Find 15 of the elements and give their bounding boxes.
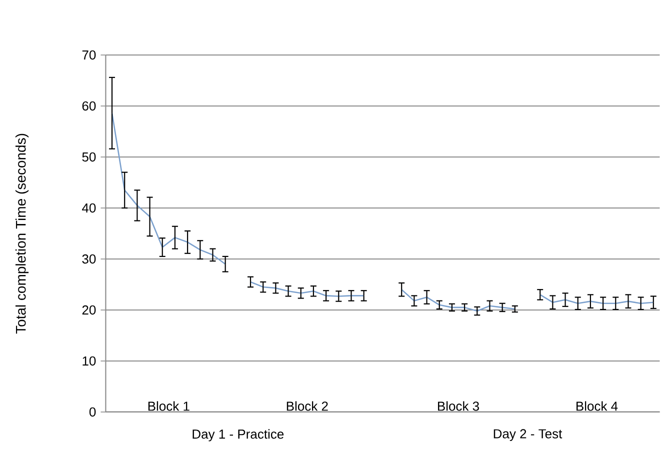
- y-tick-label: 70: [82, 50, 96, 60]
- annotation: Block 3: [438, 401, 479, 411]
- y-tick-label: 30: [82, 254, 96, 264]
- text: Day 1 - Practice: [192, 429, 284, 442]
- y-tick-label: 10: [82, 356, 96, 366]
- y-tick-label: 20: [82, 305, 96, 315]
- annotation: Block 2: [286, 401, 328, 411]
- y-axis-title: Total completion Time (seconds): [15, 134, 29, 334]
- y-tick-label: 0: [89, 407, 96, 417]
- y-tick-label: 60: [82, 101, 96, 111]
- annotation: Block 4: [576, 401, 618, 411]
- y-tick-label: 40: [82, 203, 96, 213]
- annotation: Block 1: [148, 401, 190, 411]
- y-tick-label: 50: [82, 152, 96, 162]
- text: Day 2 - Test: [494, 429, 562, 441]
